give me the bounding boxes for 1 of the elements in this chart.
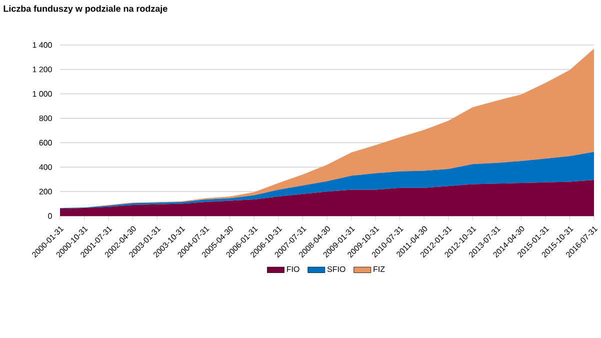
chart-title: Liczba funduszy w podziale na rodzaje <box>4 5 168 14</box>
